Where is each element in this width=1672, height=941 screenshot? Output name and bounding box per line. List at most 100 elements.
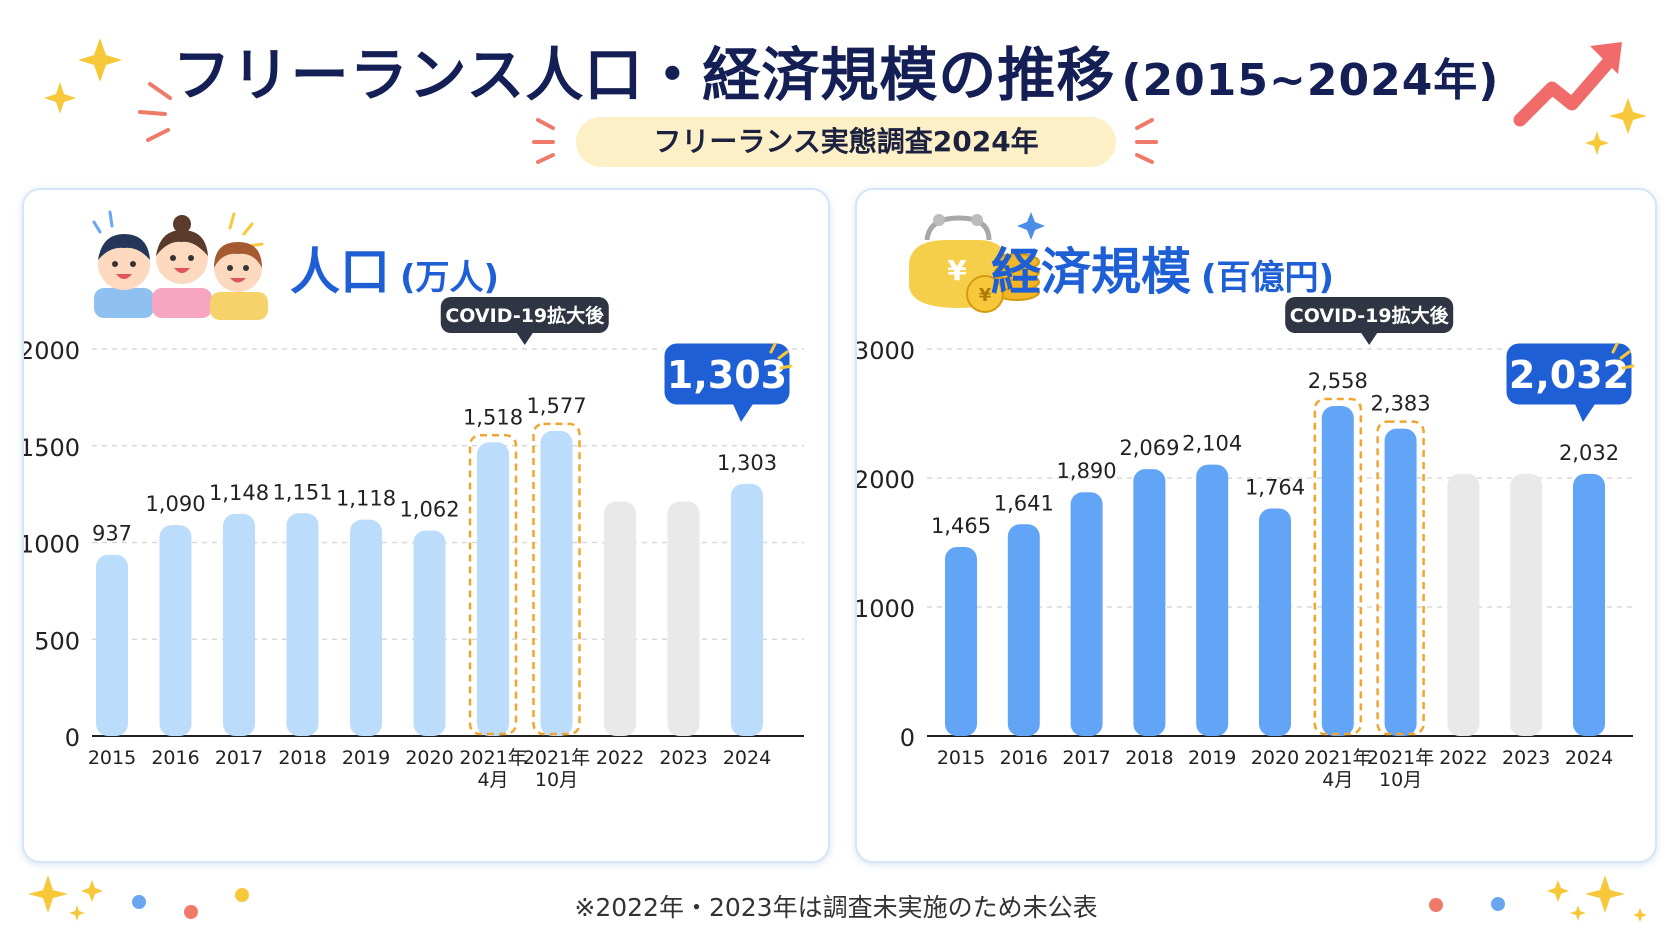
x-tick-line: 2019 xyxy=(1188,747,1236,769)
bar-missing-year xyxy=(667,501,700,736)
bar xyxy=(350,519,382,736)
x-tick-label: 2023 xyxy=(659,747,707,769)
bar-value-label: 1,518 xyxy=(463,405,523,429)
svg-text:¥: ¥ xyxy=(947,254,967,287)
y-tick-label: 2000 xyxy=(857,466,915,494)
x-tick-label: 2022 xyxy=(1439,747,1487,769)
y-tick-label: 1500 xyxy=(24,434,80,462)
latest-value-callout-text: 1,303 xyxy=(667,353,787,397)
x-tick-line: 2018 xyxy=(1125,747,1173,769)
bar xyxy=(413,530,446,736)
bar-value-label: 1,062 xyxy=(399,498,459,522)
x-tick-label: 2017 xyxy=(215,747,263,769)
bar-value-label: 937 xyxy=(92,522,132,546)
x-tick-line: 10月 xyxy=(1379,769,1422,791)
x-tick-line: 2017 xyxy=(215,747,263,769)
bar xyxy=(1259,508,1291,736)
x-tick-label: 2023 xyxy=(1502,747,1550,769)
y-tick-label: 2000 xyxy=(24,337,80,365)
page-title-years: (2015~2024年) xyxy=(1121,55,1500,106)
x-tick-line: 2016 xyxy=(151,747,199,769)
bar-value-label: 1,890 xyxy=(1057,459,1117,483)
bar-value-label: 1,090 xyxy=(145,492,205,516)
x-tick-line: 2022 xyxy=(596,747,644,769)
x-tick-label: 2018 xyxy=(278,747,326,769)
y-tick-label: 1000 xyxy=(857,595,915,623)
x-tick-label: 2022 xyxy=(596,747,644,769)
x-tick-line: 4月 xyxy=(1322,769,1353,791)
bar-value-label: 1,151 xyxy=(272,480,332,504)
bar-value-label: 1,303 xyxy=(717,451,777,475)
economy-panel-title: 経済規模 (百億円) xyxy=(991,232,1334,304)
highlight-dashed-frame xyxy=(468,434,518,736)
bar xyxy=(1196,464,1229,736)
x-tick-line: 2021年 xyxy=(523,747,590,769)
sparkle-line xyxy=(1619,350,1631,360)
sparkle-line xyxy=(1621,364,1635,370)
x-tick-line: 10月 xyxy=(535,769,578,791)
x-tick-label: 2020 xyxy=(1251,747,1299,769)
highlight-dashed-frame xyxy=(1376,420,1425,736)
x-tick-label: 2024 xyxy=(1565,747,1613,769)
bar xyxy=(477,442,509,736)
page-title: フリーランス人口・経済規模の推移 (2015~2024年) xyxy=(0,28,1672,112)
x-tick-line: 2021年 xyxy=(1304,747,1371,769)
latest-value-callout xyxy=(661,340,793,408)
population-bar-chart: 0 500 1000 1500 2000 937 2015 1,090 2016 1,148 201… xyxy=(24,297,804,791)
sparkle-line xyxy=(777,350,789,360)
bar-value-label: 2,558 xyxy=(1308,369,1368,393)
bar xyxy=(223,513,255,736)
bar xyxy=(731,483,763,736)
y-tick-label: 3000 xyxy=(857,337,915,365)
x-tick-line: 2023 xyxy=(659,747,707,769)
bar-value-label: 2,069 xyxy=(1119,436,1179,460)
covid-callout-bubble xyxy=(1285,297,1454,333)
population-panel-title: 人口 (万人) xyxy=(290,232,499,304)
y-tick-label: 500 xyxy=(34,627,80,655)
page-title-main: フリーランス人口・経済規模の推移 xyxy=(172,41,1116,109)
x-tick-line: 2024 xyxy=(723,747,771,769)
x-tick-line: 2015 xyxy=(937,747,985,769)
covid-callout-pointer xyxy=(1361,333,1378,345)
x-tick-line: 2021年 xyxy=(459,747,526,769)
x-tick-label: 2019 xyxy=(342,747,390,769)
trend-arrow-icon xyxy=(1513,42,1622,127)
bar xyxy=(540,430,573,736)
latest-value-callout-pointer xyxy=(733,404,753,422)
x-tick-line: 2020 xyxy=(405,747,453,769)
bar-value-label: 1,118 xyxy=(336,487,396,511)
covid-callout-label: COVID-19拡大後 xyxy=(1290,304,1450,327)
x-tick-line: 2016 xyxy=(1000,747,1048,769)
economy-panel: ¥ ¥ 経済規模 (百億円) 0 1000 2000 3000 1,465 2015 1,64… xyxy=(855,188,1657,863)
bar xyxy=(96,554,128,736)
confetti-dots-decoration xyxy=(132,888,1505,919)
bar-missing-year xyxy=(1510,473,1543,736)
callout-sparkle-icon xyxy=(769,342,793,370)
x-tick-label: 2021年 4月 xyxy=(1304,747,1371,791)
bar-value-label: 2,032 xyxy=(1559,441,1619,465)
economy-unit: (百億円) xyxy=(1201,258,1335,298)
bar xyxy=(945,547,977,736)
callout-sparkle-icon xyxy=(1611,342,1635,370)
bar xyxy=(1070,492,1103,736)
y-tick-label: 1000 xyxy=(24,531,80,559)
economy-bar-chart: 0 1000 2000 3000 1,465 2015 1,641 2016 1,890 2017… xyxy=(857,297,1635,791)
svg-text:¥: ¥ xyxy=(979,285,992,306)
x-tick-line: 2019 xyxy=(342,747,390,769)
covid-callout-label: COVID-19拡大後 xyxy=(445,304,605,327)
x-tick-line: 2017 xyxy=(1062,747,1110,769)
x-tick-line: 2021年 xyxy=(1367,747,1434,769)
bar xyxy=(159,525,192,736)
x-tick-label: 2021年 10月 xyxy=(1367,747,1434,791)
x-tick-label: 2021年 10月 xyxy=(523,747,590,791)
population-unit: (万人) xyxy=(400,258,500,298)
bar xyxy=(1133,469,1166,736)
highlight-dashed-frame xyxy=(532,422,581,736)
covid-callout-bubble xyxy=(440,297,609,333)
highlight-dashed-frame xyxy=(1313,397,1363,736)
population-panel: 人口 (万人) 0 500 1000 1500 2000 937 2015 1,090 2016 1… xyxy=(22,188,830,863)
x-tick-label: 2024 xyxy=(723,747,771,769)
bar-missing-year xyxy=(604,501,636,736)
bar-value-label: 1,577 xyxy=(526,394,586,418)
bar xyxy=(1321,406,1354,736)
